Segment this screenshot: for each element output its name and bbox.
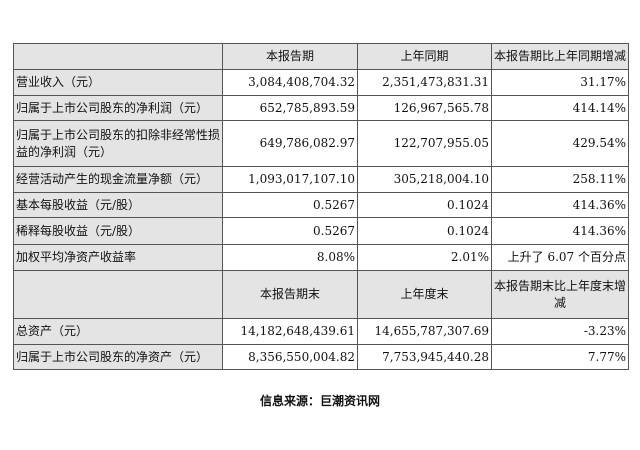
cell-value: 1,093,017,107.10 [222, 166, 358, 193]
table-row: 加权平均净资产收益率 8.08% 2.01% 上升了 6.07 个百分点 [13, 244, 629, 271]
cell-value: 2.01% [357, 244, 492, 271]
table-row: 归属于上市公司股东的净资产（元） 8,356,550,004.82 7,753,94… [13, 344, 629, 370]
header-row: 本报告期 上年同期 本报告期比上年同期增减 [13, 43, 629, 70]
row-label: 归属于上市公司股东的净利润（元） [13, 95, 223, 121]
cell-value: 7.77% [491, 344, 629, 370]
column-header [13, 43, 223, 70]
column-header: 本报告期比上年同期增减 [491, 43, 629, 70]
cell-value: -3.23% [491, 318, 629, 345]
row-label: 营业收入（元） [13, 69, 223, 96]
table-row: 总资产（元） 14,182,648,439.61 14,655,787,307.69… [13, 318, 629, 345]
column-header: 上年同期 [357, 43, 492, 70]
cell-value: 429.54% [491, 120, 629, 167]
cell-value: 2,351,473,831.31 [357, 69, 492, 96]
row-label: 基本每股收益（元/股） [13, 192, 223, 218]
row-label: 归属于上市公司股东的扣除非经常性损益的净利润（元） [13, 120, 223, 167]
cell-value: 649,786,082.97 [222, 120, 358, 167]
cell-value: 7,753,945,440.28 [357, 344, 492, 370]
table-row: 经营活动产生的现金流量净额（元） 1,093,017,107.10 305,218,… [13, 166, 629, 193]
cell-value: 0.1024 [357, 192, 492, 218]
row-label: 总资产（元） [13, 318, 223, 345]
cell-value: 305,218,004.10 [357, 166, 492, 193]
header-row: 本报告期末 上年度末 本报告期末比上年度末增减 [13, 270, 629, 319]
cell-value: 652,785,893.59 [222, 95, 358, 121]
cell-value: 414.36% [491, 192, 629, 218]
row-label: 归属于上市公司股东的净资产（元） [13, 344, 223, 370]
cell-value: 31.17% [491, 69, 629, 96]
cell-value: 0.5267 [222, 192, 358, 218]
source-note: 信息来源：巨潮资讯网 [259, 394, 380, 408]
cell-value: 0.5267 [222, 217, 358, 245]
cell-value: 126,967,565.78 [357, 95, 492, 121]
cell-value: 122,707,955.05 [357, 120, 492, 167]
cell-value: 14,655,787,307.69 [357, 318, 492, 345]
table-row: 基本每股收益（元/股） 0.5267 0.1024 414.36% [13, 192, 629, 218]
column-header: 本报告期末 [222, 270, 358, 319]
cell-value: 8,356,550,004.82 [222, 344, 358, 370]
cell-value: 414.36% [491, 217, 629, 245]
table-row: 营业收入（元） 3,084,408,704.32 2,351,473,831.31 3… [13, 69, 629, 96]
row-label: 加权平均净资产收益率 [13, 244, 223, 271]
financial-summary-table: 本报告期 上年同期 本报告期比上年同期增减 营业收入（元） 3,084,408,704.… [13, 43, 629, 370]
cell-value: 258.11% [491, 166, 629, 193]
cell-value: 3,084,408,704.32 [222, 69, 358, 96]
column-header: 本报告期末比上年度末增减 [491, 270, 629, 319]
column-header: 本报告期 [222, 43, 358, 70]
table-row: 稀释每股收益（元/股） 0.5267 0.1024 414.36% [13, 217, 629, 245]
cell-value: 8.08% [222, 244, 358, 271]
cell-value: 14,182,648,439.61 [222, 318, 358, 345]
column-header: 上年度末 [357, 270, 492, 319]
cell-value: 0.1024 [357, 217, 492, 245]
table-row: 归属于上市公司股东的净利润（元） 652,785,893.59 126,967,56… [13, 95, 629, 121]
cell-value: 414.14% [491, 95, 629, 121]
cell-value: 上升了 6.07 个百分点 [491, 244, 629, 271]
row-label: 经营活动产生的现金流量净额（元） [13, 166, 223, 193]
row-label: 稀释每股收益（元/股） [13, 217, 223, 245]
column-header [13, 270, 223, 319]
table-row: 归属于上市公司股东的扣除非经常性损益的净利润（元） 649,786,082.97 1… [13, 120, 629, 167]
